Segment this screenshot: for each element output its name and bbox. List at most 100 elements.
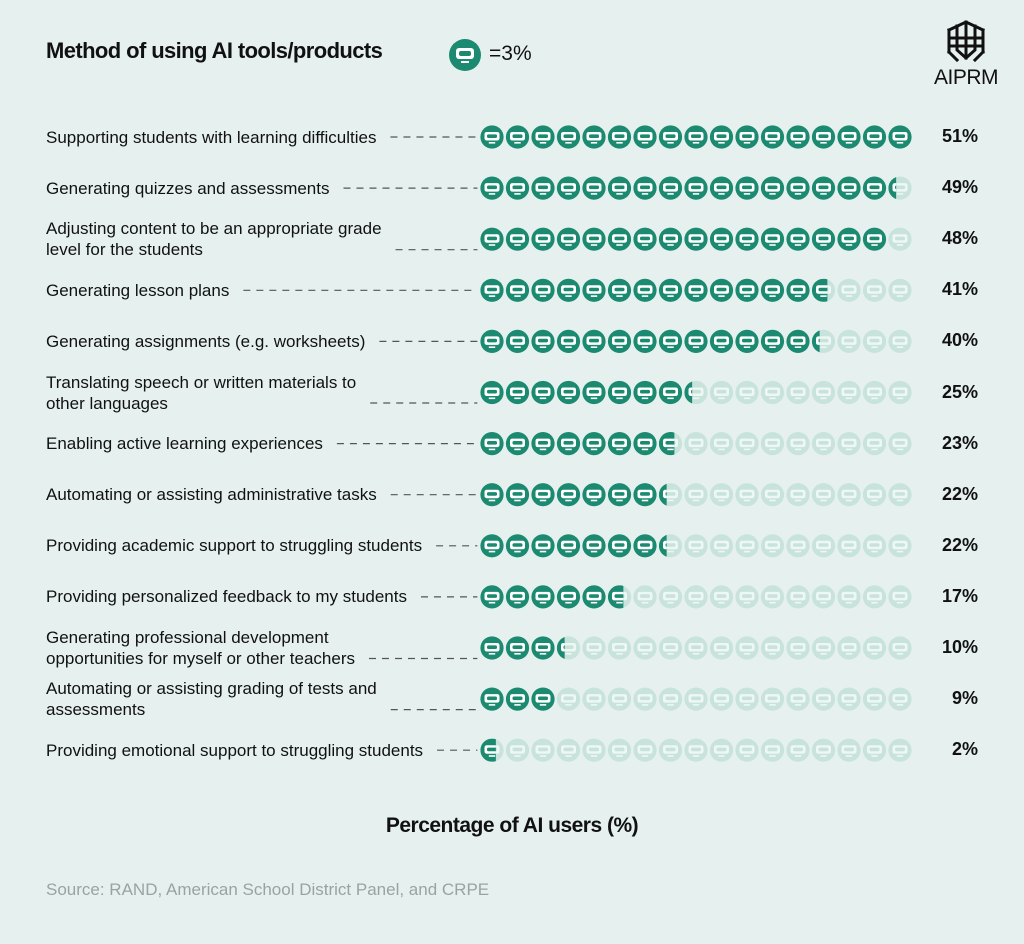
bar-icon	[811, 636, 836, 660]
bar-icon	[709, 329, 734, 353]
bar-icon	[786, 125, 810, 149]
bar-icon	[888, 227, 912, 251]
bar-icon	[505, 585, 530, 609]
bar-icon	[709, 432, 734, 456]
bar-icon	[658, 176, 683, 200]
bar-icon	[760, 380, 785, 405]
bar-icon	[556, 687, 581, 711]
bar-icon	[607, 585, 632, 609]
bar-icon	[888, 738, 912, 762]
bar-icon	[786, 432, 810, 456]
bar-icon	[633, 636, 657, 660]
bar-icon	[531, 585, 555, 609]
bar-icon	[837, 125, 861, 149]
bar-icon	[684, 636, 708, 660]
bar-icon	[735, 176, 759, 200]
partial-bar-icon	[658, 432, 675, 456]
bar-icon	[684, 687, 708, 711]
bar-icon	[760, 687, 785, 711]
bar-icon	[531, 278, 555, 302]
bar-icon	[607, 278, 632, 302]
bar-icon	[862, 329, 887, 353]
bar-icon	[633, 483, 657, 507]
bar-icon	[480, 278, 504, 302]
bar-icon	[760, 483, 785, 507]
bar-icon	[556, 380, 581, 405]
bar-icon	[786, 278, 810, 302]
bar-icon	[709, 278, 734, 302]
partial-bar-icon	[658, 483, 667, 506]
bar-icon	[658, 278, 683, 302]
bar-icon	[633, 278, 657, 302]
bar-icon	[811, 227, 836, 251]
bar-icon	[658, 125, 683, 149]
bar-icon	[888, 329, 912, 353]
category-label: Providing academic support to struggling…	[46, 535, 422, 556]
bar-icon	[556, 278, 581, 302]
category-label-line: Enabling active learning experiences	[46, 434, 323, 454]
bar-icon	[505, 636, 530, 660]
value-label: 2%	[951, 739, 978, 760]
category-label: Automating or assisting administrative t…	[46, 484, 377, 505]
bar-icon	[709, 738, 734, 762]
category-label-line: Providing emotional support to strugglin…	[46, 740, 424, 760]
bar-icon	[760, 329, 785, 353]
bar-icon	[709, 534, 734, 558]
bar-icon	[684, 432, 708, 456]
bar-icon	[888, 176, 912, 200]
bar-icon	[658, 483, 683, 507]
bar-icon	[582, 738, 606, 762]
bar-icon	[837, 432, 861, 456]
aiprm-logo-icon	[946, 20, 986, 63]
partial-bar-icon	[556, 637, 565, 659]
category-label: Supporting students with learning diffic…	[46, 127, 376, 148]
bar-icon	[505, 125, 530, 149]
bar-icon	[556, 329, 581, 353]
bar-icon	[786, 329, 810, 353]
bar-icon	[709, 636, 734, 660]
bar-icon	[505, 534, 530, 558]
bar-icon	[735, 432, 759, 456]
bar-icon	[888, 380, 912, 405]
value-label: 51%	[941, 126, 978, 146]
bar-icon	[582, 329, 606, 353]
bar-icon	[582, 176, 606, 200]
category-label-line: Providing academic support to struggling…	[46, 536, 423, 556]
bar-icon	[684, 278, 708, 302]
bar-icon	[811, 278, 836, 302]
bar-icon	[633, 585, 657, 609]
chart-title: Method of using AI tools/products	[46, 38, 383, 63]
bar-icon	[735, 636, 759, 660]
bar-icon	[786, 636, 810, 660]
bar-icon	[582, 636, 606, 660]
value-label: 41%	[941, 279, 978, 300]
value-label: 22%	[941, 534, 978, 555]
bar-icon	[633, 380, 657, 405]
category-label-line: Generating assignments (e.g. worksheets)	[46, 331, 366, 351]
bar-icon	[862, 432, 887, 456]
bar-icon	[531, 380, 555, 405]
bar-icon	[556, 636, 581, 660]
bar-icon	[658, 227, 683, 251]
bar-icon	[837, 585, 861, 609]
bar-icon	[735, 329, 759, 353]
bar-icon	[531, 432, 555, 456]
bar-icon	[786, 380, 810, 405]
bar-icon	[888, 125, 912, 149]
bar-icon	[582, 380, 606, 405]
bar-icon	[837, 534, 861, 558]
bar-icon	[888, 483, 912, 507]
source-note: Source: RAND, American School District P…	[46, 880, 490, 899]
bar-icon	[862, 125, 887, 149]
aiprm-logo: AIPRM	[928, 20, 1004, 92]
bar-icon	[480, 585, 504, 609]
bar-icon	[531, 329, 555, 353]
aiprm-logo-text: AIPRM	[933, 66, 999, 89]
bar-icon	[633, 432, 657, 456]
bar-icon	[582, 227, 606, 251]
bar-icon	[837, 227, 861, 251]
bar-icon	[607, 227, 632, 251]
bar-icon	[709, 176, 734, 200]
bar-icon	[607, 329, 632, 353]
bar-icon	[837, 380, 861, 405]
